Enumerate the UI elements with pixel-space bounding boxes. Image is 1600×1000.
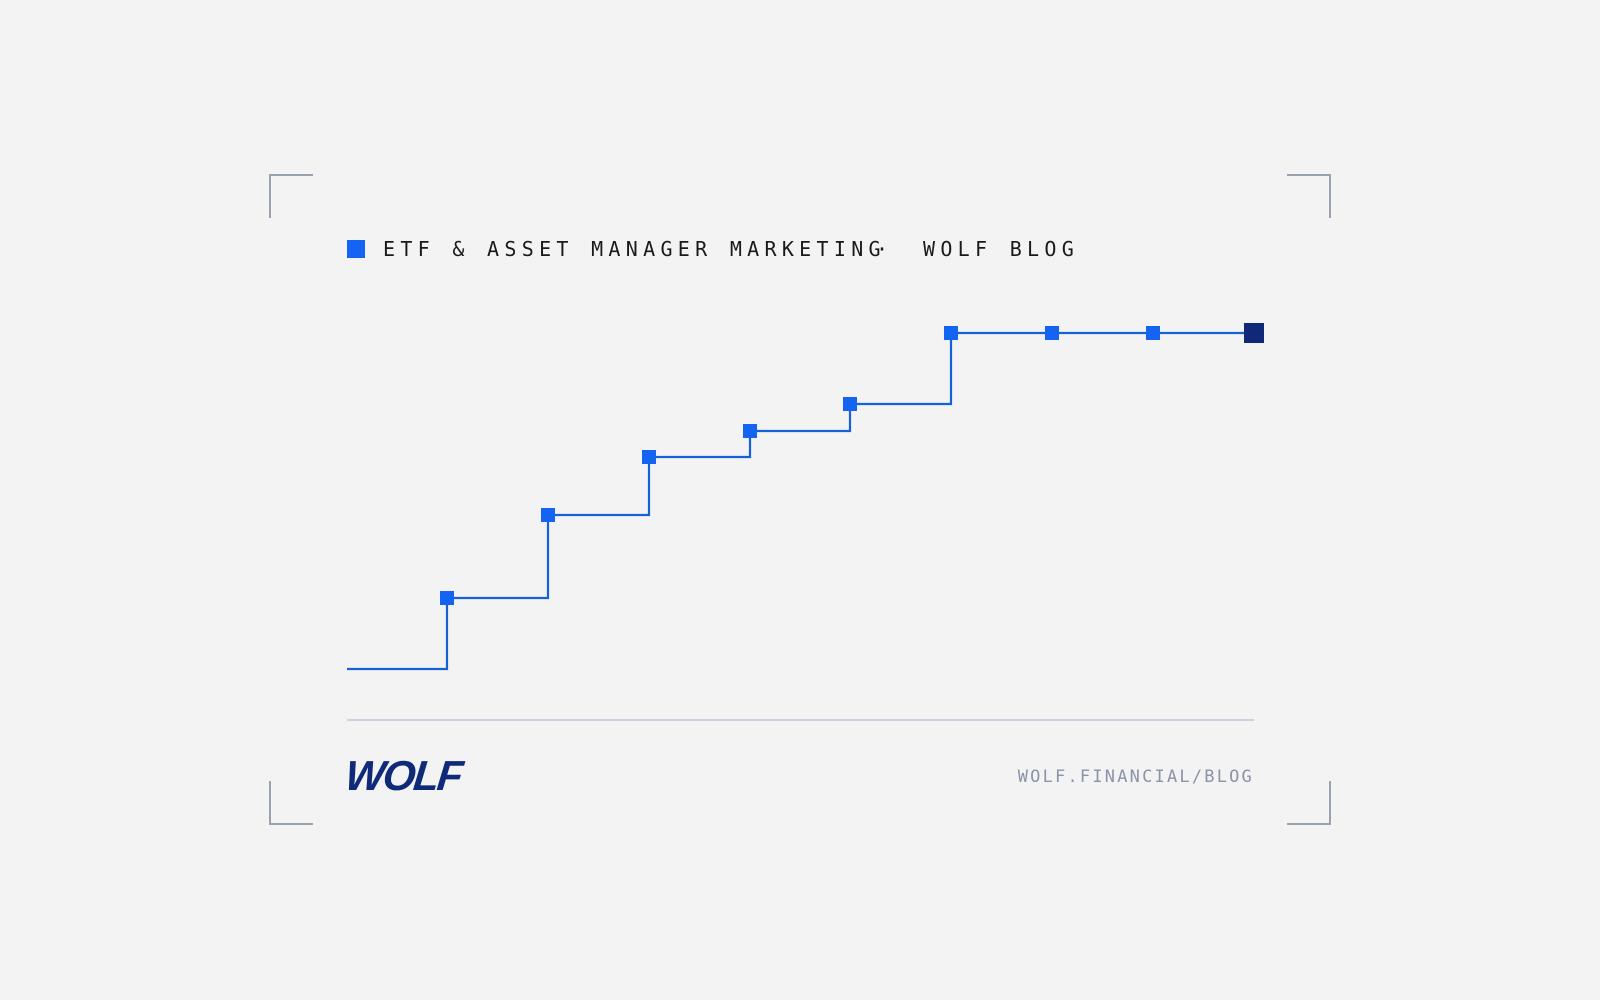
header-separator: · (876, 237, 888, 261)
header-category: ETF & ASSET MANAGER MARKETING (383, 237, 886, 261)
step-marker (1045, 326, 1059, 340)
corner-brackets (269, 174, 1331, 825)
step-marker (642, 450, 656, 464)
step-line (347, 331, 1254, 671)
corner-bracket (1287, 781, 1331, 825)
footer-url: WOLF.FINANCIAL/BLOG (1018, 767, 1254, 787)
header-source: WOLF BLOG (923, 237, 1079, 261)
corner-bracket (269, 781, 313, 825)
step-marker (944, 326, 958, 340)
corner-bracket (269, 174, 313, 218)
step-marker (843, 397, 857, 411)
step-markers (440, 326, 1160, 605)
step-end-marker (1244, 323, 1264, 343)
header-marker (347, 240, 365, 258)
corner-bracket (1287, 174, 1331, 218)
logo: WOLF (343, 752, 467, 799)
step-marker (541, 508, 555, 522)
step-marker (1146, 326, 1160, 340)
step-marker (743, 424, 757, 438)
step-marker (440, 591, 454, 605)
